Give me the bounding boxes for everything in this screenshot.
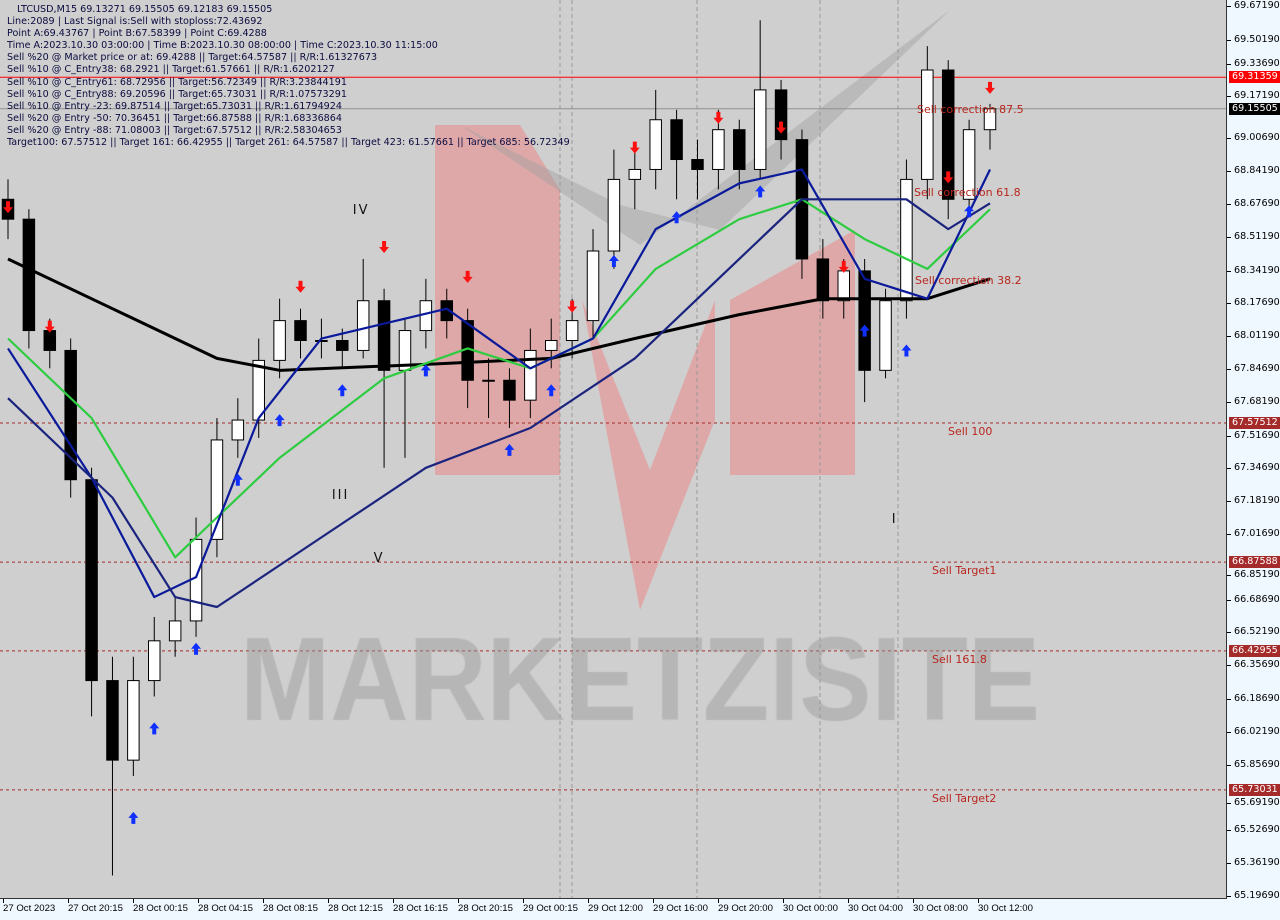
watermark-logo — [0, 0, 1226, 898]
price-axis[interactable]: 69.67190 69.50190 69.33690 69.17190 69.00690… — [1227, 0, 1280, 901]
time-tick-label: 29 Oct 20:00 — [718, 899, 773, 914]
time-tick-label: 30 Oct 00:00 — [783, 899, 838, 914]
price-tick-label: 65.69190 — [1227, 796, 1280, 808]
time-tick-label: 28 Oct 16:15 — [393, 899, 448, 914]
price-tick-label: 68.01190 — [1227, 330, 1280, 342]
level-label: Sell Target1 — [932, 564, 997, 578]
wave-label: III — [331, 487, 350, 503]
price-tick-label: 67.01690 — [1227, 528, 1280, 540]
price-level-badge: 66.42955 — [1229, 644, 1280, 657]
time-tick-label: 27 Oct 20:15 — [68, 899, 123, 914]
time-tick-label: 28 Oct 12:15 — [328, 899, 383, 914]
info-line: Sell %10 @ C_Entry88: 69.20596 || Target… — [7, 88, 347, 100]
price-tick-label: 68.51190 — [1227, 230, 1280, 242]
chart-plot-area[interactable]: LTCUSD,M15 69.13271 69.15505 69.12183 69… — [0, 0, 1227, 899]
correction-label: Sell correction 38.2 — [915, 273, 1022, 287]
time-axis[interactable]: 27 Oct 2023 27 Oct 20:15 28 Oct 00:15 28 Oc… — [0, 899, 1226, 920]
signal-info-panel: LTCUSD,M15 69.13271 69.15505 69.12183 69… — [7, 4, 570, 149]
price-level-badge: 66.87588 — [1229, 556, 1280, 569]
price-tick-label: 66.18690 — [1227, 693, 1280, 705]
price-tick-label: 66.02190 — [1227, 725, 1280, 737]
info-line: Time A:2023.10.30 03:00:00 | Time B:2023… — [7, 40, 438, 52]
info-line: Sell %20 @ Entry -50: 70.36451 || Target… — [7, 112, 342, 124]
time-tick-label: 29 Oct 16:00 — [653, 899, 708, 914]
price-level-badge: 67.57512 — [1229, 417, 1280, 429]
price-level-badge: 65.73031 — [1229, 783, 1280, 796]
info-line: Sell %10 @ C_Entry61: 68.72956 || Target… — [7, 76, 347, 88]
price-tick-label: 67.68190 — [1227, 395, 1280, 407]
price-tick-label: 66.52190 — [1227, 626, 1280, 638]
price-tick-label: 68.34190 — [1227, 264, 1280, 276]
wave-label: I — [891, 511, 898, 527]
time-tick-label: 28 Oct 20:15 — [458, 899, 513, 914]
price-tick-label: 68.67690 — [1227, 197, 1280, 209]
price-tick-label: 68.84190 — [1227, 165, 1280, 177]
info-line: Point A:69.43767 | Point B:67.58399 | Po… — [7, 28, 267, 40]
wave-label: IV — [352, 203, 370, 219]
price-tick-label: 69.17190 — [1227, 89, 1280, 101]
price-tick-label: 69.50190 — [1227, 33, 1280, 45]
info-line: Sell %10 @ C_Entry38: 68.2921 || Target:… — [7, 64, 335, 76]
time-tick-label: 27 Oct 2023 — [3, 899, 56, 914]
price-tick-label: 69.67190 — [1227, 0, 1280, 11]
price-tick-label: 67.18190 — [1227, 495, 1280, 507]
time-tick-label: 28 Oct 04:15 — [198, 899, 253, 914]
price-tick-label: 66.68690 — [1227, 593, 1280, 605]
price-tick-label: 68.17690 — [1227, 297, 1280, 309]
correction-label: Sell correction 87.5 — [917, 102, 1024, 116]
time-tick-label: 29 Oct 12:00 — [588, 899, 643, 914]
price-level-badge: 69.15505 — [1229, 102, 1280, 115]
time-tick-label: 28 Oct 08:15 — [263, 899, 318, 914]
price-tick-label: 65.52690 — [1227, 824, 1280, 836]
time-tick-label: 29 Oct 00:15 — [523, 899, 578, 914]
info-line: Line:2089 | Last Signal is:Sell with sto… — [7, 16, 263, 28]
time-tick-label: 30 Oct 04:00 — [848, 899, 903, 914]
level-label: Sell Target2 — [932, 791, 997, 805]
price-tick-label: 66.85190 — [1227, 569, 1280, 581]
time-tick-label: 30 Oct 08:00 — [913, 899, 968, 914]
level-label: Sell 100 — [948, 425, 993, 438]
wave-label: V — [373, 551, 385, 567]
info-line: Target100: 67.57512 || Target 161: 66.42… — [7, 137, 570, 149]
info-line: Sell %20 @ Market price or at: 69.4288 |… — [7, 52, 378, 64]
chart-title: LTCUSD,M15 69.13271 69.15505 69.12183 69… — [17, 4, 273, 15]
time-tick-label: 28 Oct 00:15 — [133, 899, 188, 914]
correction-label: Sell correction 61.8 — [914, 186, 1021, 200]
price-tick-label: 65.36190 — [1227, 857, 1280, 869]
price-tick-label: 69.33690 — [1227, 58, 1280, 70]
info-line: Sell %20 @ Entry -88: 71.08003 || Target… — [7, 124, 342, 136]
price-tick-label: 67.34690 — [1227, 462, 1280, 474]
info-line: Sell %10 @ Entry -23: 69.87514 || Target… — [7, 100, 342, 112]
price-level-badge: 69.31359 — [1229, 71, 1280, 84]
price-tick-label: 65.19690 — [1227, 890, 1280, 901]
price-tick-label: 69.00690 — [1227, 132, 1280, 144]
price-tick-label: 67.84690 — [1227, 362, 1280, 374]
price-tick-label: 66.35690 — [1227, 659, 1280, 671]
time-tick-label: 30 Oct 12:00 — [978, 899, 1033, 914]
price-tick-label: 65.85690 — [1227, 758, 1280, 770]
level-label: Sell 161.8 — [932, 652, 987, 666]
price-tick-label: 67.51690 — [1227, 430, 1280, 441]
